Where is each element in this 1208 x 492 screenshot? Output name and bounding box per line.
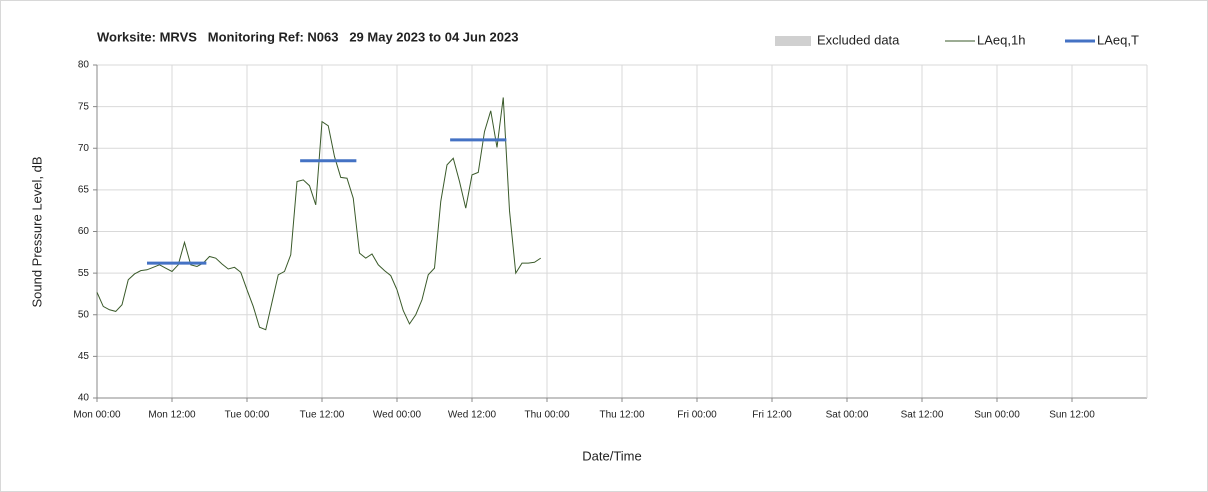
y-tick-label: 80 [78,60,90,71]
y-tick-label: 60 [78,226,90,237]
legend-swatch [775,36,811,46]
y-tick-label: 50 [78,309,90,320]
y-axis-label: Sound Pressure Level, dB [29,156,44,307]
x-tick-label: Wed 00:00 [373,410,422,421]
legend-label: Excluded data [817,32,900,47]
x-tick-label: Tue 00:00 [225,410,270,421]
x-tick-label: Sat 00:00 [826,410,869,421]
x-tick-label: Sun 00:00 [974,410,1020,421]
x-tick-label: Mon 12:00 [148,410,196,421]
x-tick-label: Mon 00:00 [73,410,121,421]
y-tick-label: 70 [78,143,90,154]
series-line [96,97,542,331]
y-tick-label: 45 [78,351,90,362]
x-axis-label: Date/Time [582,448,641,463]
x-tick-label: Thu 12:00 [599,410,644,421]
x-tick-label: Fri 12:00 [752,410,792,421]
legend-label: LAeq,T [1097,32,1139,47]
x-tick-label: Tue 12:00 [300,410,345,421]
x-tick-label: Sun 12:00 [1049,410,1095,421]
y-tick-label: 75 [78,101,90,112]
y-tick-label: 55 [78,268,90,279]
y-tick-label: 65 [78,185,90,196]
legend-label: LAeq,1h [977,32,1025,47]
x-tick-label: Sat 12:00 [901,410,944,421]
x-tick-label: Wed 12:00 [448,410,497,421]
x-tick-label: Thu 00:00 [524,410,569,421]
y-tick-label: 40 [78,393,90,404]
x-tick-label: Fri 00:00 [677,410,717,421]
chart-title: Worksite: MRVS Monitoring Ref: N063 29 M… [97,29,518,44]
